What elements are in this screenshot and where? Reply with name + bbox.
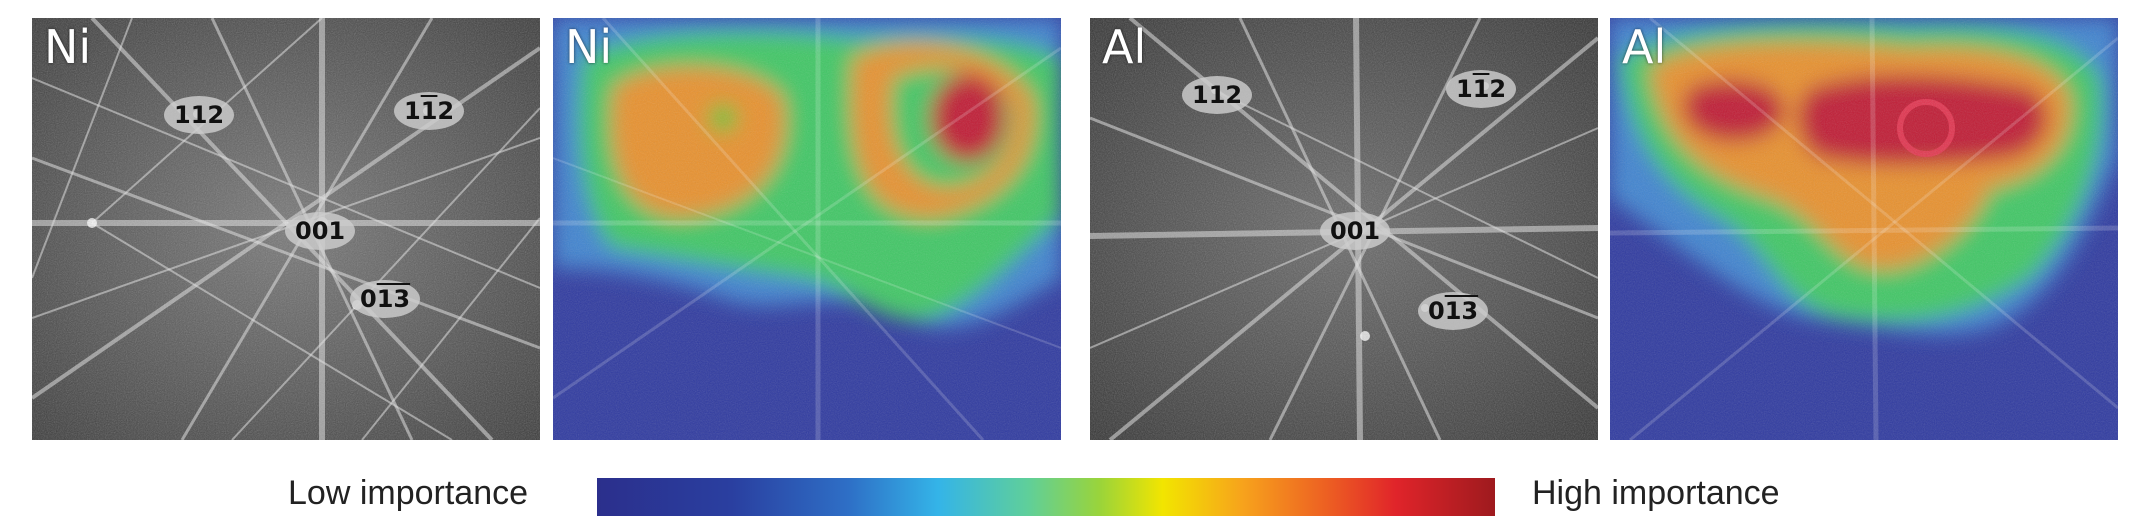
zone-axis-label: 112 (1182, 76, 1253, 114)
ni-kikuchi-pattern-panel: Ni 112 112 001 013 (32, 18, 540, 440)
legend-high-label: High importance (1532, 474, 1780, 512)
ni-importance-heatmap-panel: Ni (553, 18, 1061, 440)
al-importance-heatmap-image (1610, 18, 2118, 440)
zone-axis-label: 013 (1418, 292, 1489, 330)
panel-label: Al (1622, 20, 1667, 74)
al-importance-heatmap-panel: Al (1610, 18, 2118, 440)
legend-low-label: Low importance (288, 474, 529, 512)
zone-axis-label: 112 (164, 96, 235, 134)
panel-label: Ni (44, 20, 92, 74)
al-kikuchi-pattern-panel: Al 112 112 001 013 (1090, 18, 1598, 440)
ni-importance-heatmap-image (553, 18, 1061, 440)
panel-label: Al (1102, 20, 1147, 74)
panel-label: Ni (565, 20, 613, 74)
zone-axis-label: 013 (350, 280, 421, 318)
zone-axis-label: 112 (394, 92, 465, 130)
zone-axis-label: 001 (1320, 212, 1391, 250)
importance-colorbar (597, 478, 1495, 516)
zone-axis-label: 001 (285, 212, 356, 250)
zone-axis-label: 112 (1446, 70, 1517, 108)
